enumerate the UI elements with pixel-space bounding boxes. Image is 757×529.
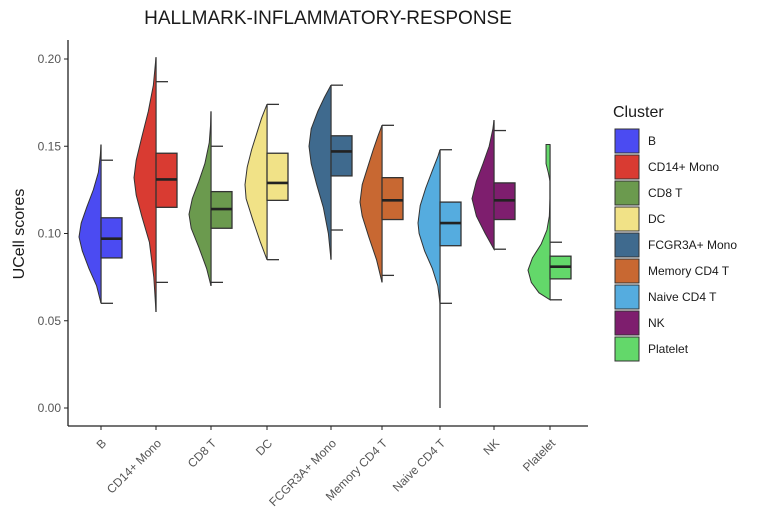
violin-half [527,144,551,301]
legend-label: CD14+ Mono [648,160,719,174]
legend-swatch [614,154,640,180]
violin-half [188,111,212,286]
iqr-box [330,135,353,177]
y-tick-label: 0.10 [38,227,62,241]
violin-box-cd14-mono [133,57,178,313]
violin-half [308,84,332,260]
legend-swatch [614,284,640,310]
x-tick-label: CD8 T [185,436,220,471]
violin-half [417,149,441,304]
violin-box-fcgr3a-mono [308,84,353,260]
legend-swatch [614,232,640,258]
violin-half [78,144,102,304]
x-tick-label: DC [253,436,275,458]
legend-swatch [614,128,640,154]
violin-box-cd8-t [188,111,233,286]
violin-box-memory-cd4-t [359,124,404,283]
legend-swatch [614,206,640,232]
legend-label: FCGR3A+ Mono [648,238,737,252]
legend-label: CD8 T [648,186,683,200]
y-axis: 0.00 0.05 0.10 0.15 0.20 [38,40,69,426]
legend-swatch [614,310,640,336]
x-tick-label: NK [480,436,502,458]
y-tick-label: 0.15 [38,139,62,153]
legend-label: Platelet [648,342,689,356]
legend-label: Naive CD4 T [648,290,717,304]
legend-swatch [614,336,640,362]
plot-area [78,57,572,408]
x-tick-label: Naive CD4 T [390,436,449,495]
legend-label: B [648,134,656,148]
violin-half [133,57,157,313]
iqr-box [381,177,404,221]
y-tick-label: 0.20 [38,52,62,66]
legend-label: Memory CD4 T [648,264,730,278]
legend: Cluster B CD14+ Mono CD8 T DC FCGR3A+ Mono Me… [613,104,737,362]
legend-swatch [614,180,640,206]
violin-half [244,104,268,260]
iqr-box [266,152,289,201]
violin-half [359,125,383,283]
legend-title: Cluster [613,104,664,121]
violin-box-platelet [527,144,572,301]
legend-label: DC [648,212,666,226]
violin-box-naive-cd4-t [417,149,462,408]
y-tick-label: 0.00 [38,401,62,415]
y-axis-label: UCell scores [11,189,28,280]
violin-box-dc [244,103,289,261]
violin-box-b [78,144,123,304]
x-tick-label: B [94,436,110,452]
legend-swatch [614,258,640,284]
violin-half [471,120,495,252]
legend-label: NK [648,316,665,330]
x-tick-label: Platelet [520,436,559,475]
y-tick-label: 0.05 [38,314,62,328]
chart-title: HALLMARK-INFLAMMATORY-RESPONSE [144,8,512,29]
x-tick-label: CD14+ Mono [104,436,164,496]
violin-box-nk [471,120,516,252]
